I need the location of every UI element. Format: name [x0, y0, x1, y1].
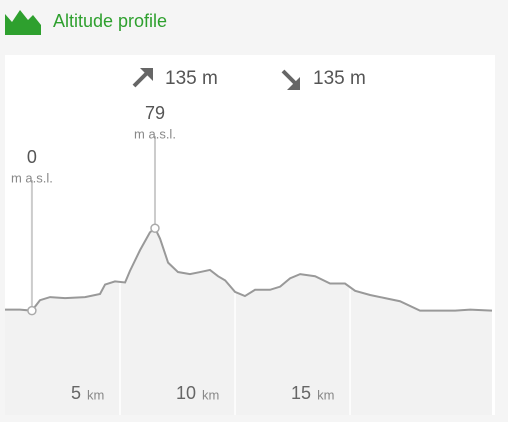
- marker-value: 79: [145, 103, 165, 123]
- x-tick-label: 15: [291, 383, 311, 403]
- descent-icon: [281, 69, 300, 90]
- x-tick-unit: km: [317, 387, 334, 402]
- header-title: Altitude profile: [53, 11, 167, 31]
- marker-unit: m a.s.l.: [134, 126, 176, 141]
- marker-point: [27, 305, 37, 316]
- header-icon: [5, 10, 41, 35]
- x-tick-label: 10: [176, 383, 196, 403]
- x-tick-label: 5: [71, 383, 81, 403]
- descent-stat: 135 m: [313, 68, 366, 89]
- marker-value: 0: [27, 147, 37, 167]
- marker-unit: m a.s.l.: [11, 170, 53, 185]
- marker-point: [150, 223, 160, 233]
- x-tick-unit: km: [202, 387, 219, 402]
- x-tick-unit: km: [87, 387, 104, 402]
- profile-line: [5, 226, 493, 312]
- ascent-icon: [132, 68, 153, 88]
- ascent-stat: 135 m: [165, 68, 218, 89]
- area-fill: [5, 228, 492, 415]
